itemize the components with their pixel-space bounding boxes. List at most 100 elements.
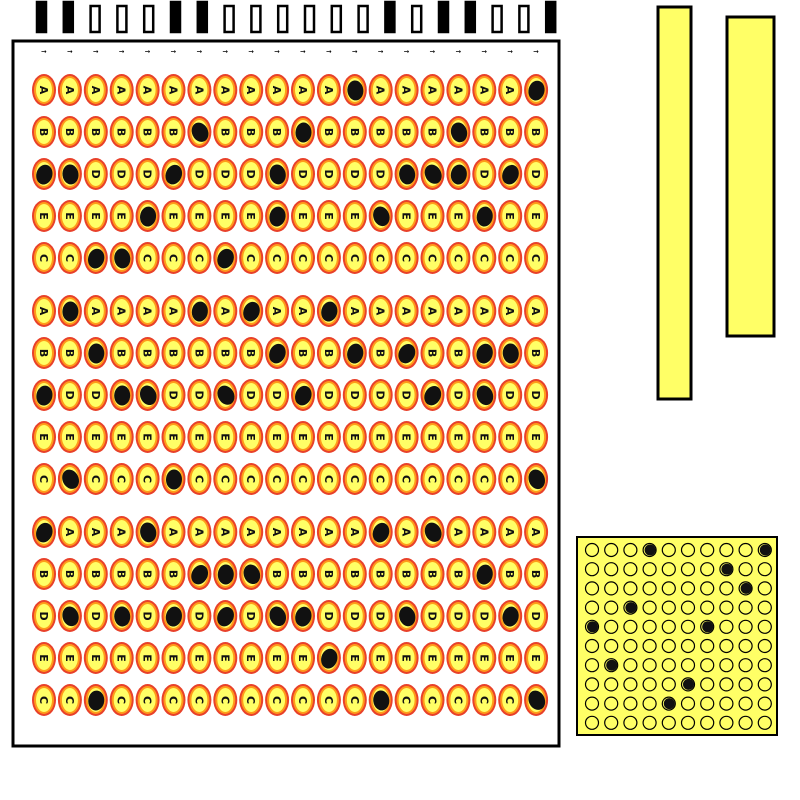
answer-bubble[interactable]: D bbox=[368, 158, 393, 190]
answer-bubble[interactable]: D bbox=[291, 600, 315, 632]
answer-bubble[interactable]: A bbox=[32, 295, 56, 327]
answer-bubble[interactable]: E bbox=[265, 200, 290, 232]
grid-bubble[interactable] bbox=[584, 696, 600, 711]
answer-bubble[interactable]: A bbox=[213, 516, 238, 548]
answer-bubble[interactable]: A bbox=[265, 295, 290, 327]
answer-bubble[interactable]: A bbox=[524, 295, 549, 327]
answer-bubble[interactable]: A bbox=[265, 516, 290, 548]
answer-bubble[interactable]: E bbox=[342, 642, 367, 674]
grid-bubble[interactable] bbox=[757, 715, 772, 730]
answer-bubble[interactable]: D bbox=[498, 158, 523, 190]
answer-bubble[interactable]: E bbox=[446, 200, 471, 232]
grid-bubble[interactable] bbox=[642, 581, 657, 596]
answer-bubble[interactable]: D bbox=[342, 379, 367, 411]
answer-bubble[interactable]: C bbox=[524, 463, 549, 495]
grid-bubble[interactable] bbox=[680, 658, 696, 673]
answer-bubble[interactable]: A bbox=[316, 295, 341, 327]
answer-bubble[interactable]: C bbox=[342, 684, 367, 716]
grid-bubble[interactable] bbox=[604, 581, 619, 596]
answer-bubble[interactable]: E bbox=[316, 421, 341, 453]
answer-bubble[interactable]: A bbox=[394, 74, 419, 106]
answer-bubble[interactable]: B bbox=[316, 558, 341, 590]
answer-bubble[interactable]: E bbox=[213, 642, 238, 674]
grid-bubble[interactable] bbox=[680, 542, 696, 558]
answer-bubble[interactable]: E bbox=[239, 200, 264, 232]
answer-bubble[interactable]: C bbox=[57, 242, 82, 274]
answer-bubble[interactable]: C bbox=[187, 684, 212, 716]
answer-bubble[interactable]: E bbox=[32, 200, 56, 232]
answer-bubble[interactable]: D bbox=[342, 600, 367, 632]
answer-bubble[interactable]: D bbox=[265, 158, 290, 190]
answer-bubble[interactable]: C bbox=[524, 684, 549, 716]
grid-bubble[interactable] bbox=[680, 638, 696, 654]
answer-bubble[interactable]: C bbox=[524, 242, 549, 274]
answer-bubble[interactable]: A bbox=[316, 74, 341, 106]
answer-bubble[interactable]: C bbox=[446, 684, 471, 716]
answer-bubble[interactable]: C bbox=[316, 463, 341, 495]
answer-bubble[interactable]: E bbox=[342, 421, 367, 453]
grid-bubble[interactable] bbox=[604, 677, 619, 692]
answer-bubble[interactable]: C bbox=[161, 463, 186, 495]
answer-bubble[interactable]: A bbox=[394, 295, 419, 327]
answer-bubble[interactable]: B bbox=[135, 337, 160, 369]
answer-bubble[interactable]: D bbox=[394, 158, 419, 190]
answer-bubble[interactable]: C bbox=[498, 684, 523, 716]
answer-bubble[interactable]: C bbox=[446, 463, 471, 495]
answer-bubble[interactable]: D bbox=[316, 158, 341, 190]
grid-bubble[interactable] bbox=[661, 715, 676, 730]
answer-bubble[interactable]: C bbox=[368, 684, 393, 716]
answer-bubble[interactable]: E bbox=[291, 421, 315, 453]
answer-bubble[interactable]: B bbox=[498, 337, 523, 369]
answer-bubble[interactable]: C bbox=[213, 242, 238, 274]
answer-bubble[interactable]: E bbox=[498, 200, 523, 232]
answer-bubble[interactable]: E bbox=[472, 421, 497, 453]
answer-bubble[interactable]: B bbox=[498, 558, 523, 590]
answer-bubble[interactable]: D bbox=[472, 379, 497, 411]
answer-bubble[interactable]: E bbox=[394, 642, 419, 674]
answer-bubble[interactable]: E bbox=[265, 421, 290, 453]
answer-bubble[interactable]: B bbox=[83, 337, 108, 369]
grid-bubble[interactable] bbox=[719, 696, 734, 711]
answer-bubble[interactable]: E bbox=[368, 421, 393, 453]
answer-bubble[interactable]: C bbox=[239, 242, 264, 274]
grid-bubble[interactable] bbox=[700, 600, 715, 615]
grid-bubble[interactable] bbox=[757, 562, 772, 577]
answer-bubble[interactable]: A bbox=[446, 516, 471, 548]
answer-bubble[interactable]: E bbox=[420, 421, 445, 453]
answer-bubble[interactable]: B bbox=[524, 337, 549, 369]
answer-bubble[interactable]: E bbox=[83, 200, 108, 232]
grid-bubble[interactable] bbox=[680, 600, 696, 615]
answer-bubble[interactable]: C bbox=[83, 684, 108, 716]
answer-bubble[interactable]: A bbox=[187, 516, 212, 548]
grid-bubble[interactable] bbox=[623, 619, 638, 634]
answer-bubble[interactable]: B bbox=[368, 116, 393, 148]
answer-bubble[interactable]: D bbox=[498, 600, 523, 632]
answer-bubble[interactable]: C bbox=[394, 684, 419, 716]
answer-bubble[interactable]: A bbox=[446, 295, 471, 327]
answer-bubble[interactable]: C bbox=[420, 684, 445, 716]
answer-bubble[interactable]: B bbox=[109, 558, 134, 590]
grid-bubble[interactable] bbox=[604, 562, 619, 577]
answer-bubble[interactable]: D bbox=[291, 158, 315, 190]
answer-bubble[interactable]: E bbox=[524, 200, 549, 232]
answer-bubble[interactable]: D bbox=[265, 600, 290, 632]
answer-bubble[interactable]: B bbox=[291, 558, 315, 590]
answer-bubble[interactable]: D bbox=[135, 379, 160, 411]
answer-bubble[interactable]: B bbox=[342, 337, 367, 369]
grid-bubble[interactable] bbox=[680, 581, 696, 596]
answer-bubble[interactable]: E bbox=[342, 200, 367, 232]
answer-bubble[interactable]: C bbox=[32, 242, 56, 274]
grid-bubble[interactable] bbox=[757, 696, 772, 711]
grid-bubble[interactable] bbox=[584, 658, 600, 673]
answer-bubble[interactable]: D bbox=[265, 379, 290, 411]
answer-bubble[interactable]: E bbox=[420, 642, 445, 674]
answer-bubble[interactable]: D bbox=[239, 158, 264, 190]
answer-bubble[interactable]: D bbox=[316, 600, 341, 632]
answer-bubble[interactable]: E bbox=[32, 421, 56, 453]
answer-bubble[interactable]: A bbox=[291, 516, 315, 548]
answer-bubble[interactable]: B bbox=[291, 116, 315, 148]
grid-bubble[interactable] bbox=[623, 562, 638, 577]
answer-bubble[interactable]: B bbox=[109, 337, 134, 369]
answer-bubble[interactable]: A bbox=[498, 74, 523, 106]
answer-bubble[interactable]: C bbox=[239, 463, 264, 495]
